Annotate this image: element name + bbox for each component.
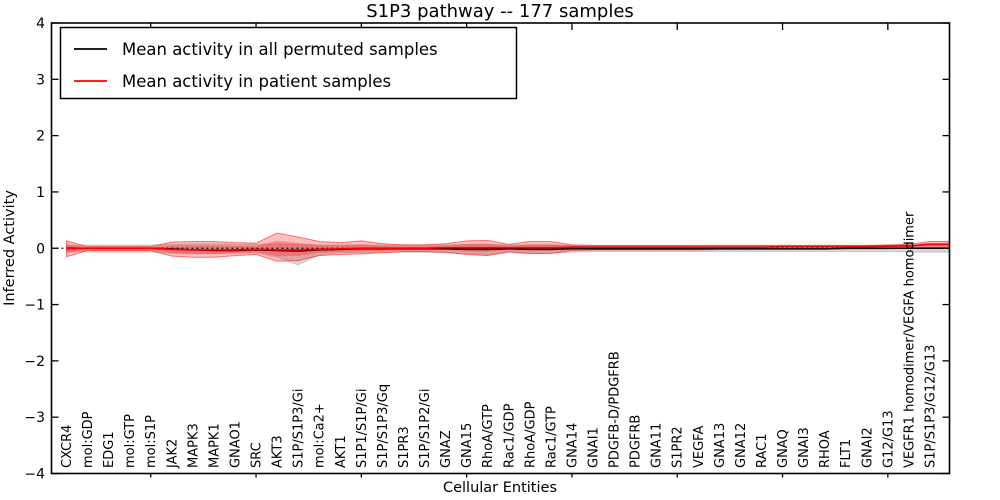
x-tick-label: mol:GTP [123,414,138,468]
y-tick-labels: 4 3 2 1 0 −1 −2 −3 −4 [24,16,45,483]
x-tick-labels: CXCR4 mol:GDP EDG1 mol:GTP mol:S1P JAK2 MAPK3 M… [60,211,938,469]
x-tick-label: GNAO1 [228,421,243,468]
x-tick-label: FLT1 [839,439,854,468]
legend: Mean activity in all permuted samples Me… [59,26,518,100]
x-tick-label: EDG1 [102,431,117,468]
x-tick-label: GNA14 [565,423,580,468]
x-tick-label: RAC1 [755,433,770,468]
axes-layer [50,22,951,478]
x-tick-label: VEGFA [692,426,707,468]
y-tick-label: −3 [24,410,45,426]
x-tick-label: MAPK1 [207,423,222,468]
x-tick-label: S1PR3 [397,426,412,468]
y-tick-label: 3 [36,72,45,88]
x-tick-label: mol:Ca2+ [313,403,328,468]
y-tick-label: 4 [36,16,45,32]
x-tick-label: MAPK3 [186,423,201,468]
legend-label-permuted: Mean activity in all permuted samples [122,40,438,59]
x-tick-label: RhoA/GTP [481,404,496,468]
x-tick-label: GNA11 [650,423,665,468]
x-tick-label: PDGFB-D/PDGFRB [608,351,623,468]
x-tick-label: S1P/S1P3/Gq [376,384,391,468]
x-tick-label: GNA12 [734,423,749,468]
x-tick-label: GNA13 [713,423,728,468]
x-tick-label: VEGFR1 homodimer/VEGFA homodimer [902,211,917,468]
x-tick-label: mol:GDP [81,411,96,468]
x-tick-label: GNA15 [460,423,475,468]
y-tick-label: 2 [36,129,45,145]
y-tick-label: −4 [24,467,45,483]
x-tick-label: JAK2 [165,439,180,469]
x-tick-label: GNAZ [439,430,454,468]
x-tick-label: PDGFRB [629,415,644,468]
x-tick-label: Rac1/GDP [502,403,517,468]
x-tick-label: GNAI3 [797,427,812,468]
legend-box [59,26,518,100]
x-tick-label: GNAI1 [587,427,602,468]
x-tick-label: RHOA [818,430,833,468]
x-tick-label: S1P/S1P3/Gi [292,389,307,468]
x-tick-label: mol:S1P [144,415,159,468]
y-tick-label: −2 [24,354,45,370]
x-axis-label: Cellular Entities [443,480,557,496]
x-tick-label: Rac1/GTP [544,406,559,468]
y-tick-label: 1 [36,185,45,201]
x-tick-label: S1P/S1P3/G12/G13 [923,345,938,468]
chart-title: S1P3 pathway -- 177 samples [366,1,634,22]
x-tick-label: RhoA/GDP [523,401,538,468]
mean-lines-layer [66,243,950,252]
x-tick-label: G12/G13 [881,410,896,468]
x-tick-label: CXCR4 [60,425,75,468]
x-tick-label: S1P1/S1P/Gi [355,389,370,468]
x-tick-label: S1P/S1P2/Gi [418,389,433,468]
y-axis-label: Inferred Activity [2,190,18,306]
y-tick-label: 0 [36,241,45,257]
x-tick-label: AKT1 [334,435,349,468]
x-tick-label: GNAQ [776,429,791,468]
x-tick-label: AKT3 [271,435,286,468]
legend-label-patient: Mean activity in patient samples [122,72,391,91]
x-tick-label: SRC [250,442,265,468]
patient-mean-line [66,243,950,251]
x-tick-label: S1PR2 [671,426,686,468]
y-tick-label: −1 [24,298,45,314]
x-tick-label: GNAI2 [860,427,875,468]
